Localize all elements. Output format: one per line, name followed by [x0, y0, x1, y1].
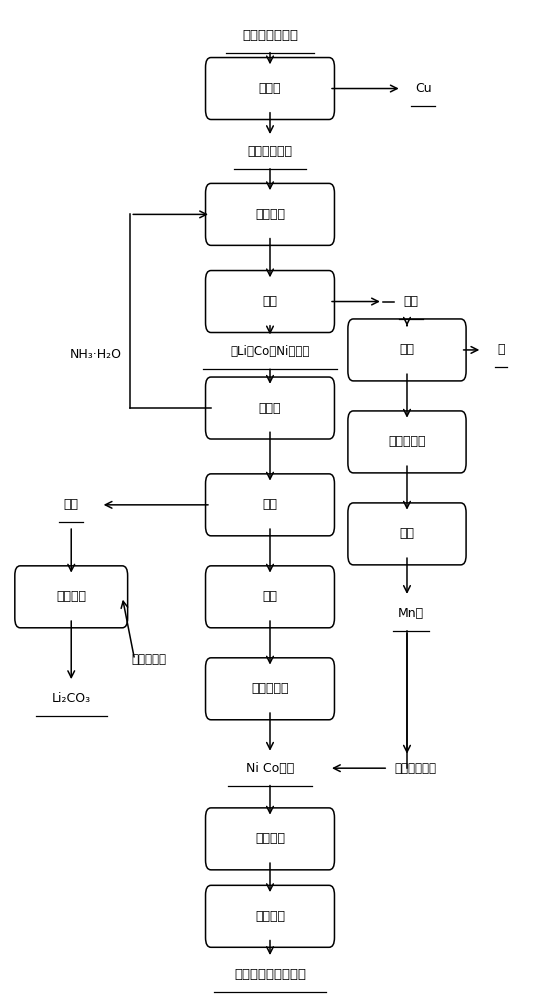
- Text: 滤渣: 滤渣: [262, 590, 278, 603]
- FancyBboxPatch shape: [206, 658, 334, 720]
- Text: Mn盐: Mn盐: [398, 607, 424, 620]
- FancyBboxPatch shape: [206, 271, 334, 333]
- Text: Ni Co溶液: Ni Co溶液: [246, 762, 294, 775]
- FancyBboxPatch shape: [206, 566, 334, 628]
- Text: 还原氨浸: 还原氨浸: [255, 208, 285, 221]
- Text: 预处理: 预处理: [259, 82, 281, 95]
- Text: 正极活性物质前驱体: 正极活性物质前驱体: [234, 968, 306, 981]
- Text: 过滤: 过滤: [262, 295, 278, 308]
- FancyBboxPatch shape: [206, 885, 334, 947]
- Text: 除杂净化: 除杂净化: [56, 590, 86, 603]
- Text: 镍、钴或锰盐: 镍、钴或锰盐: [394, 762, 436, 775]
- FancyBboxPatch shape: [206, 58, 334, 120]
- FancyBboxPatch shape: [206, 474, 334, 536]
- Text: Li₂CO₃: Li₂CO₃: [52, 692, 91, 705]
- FancyBboxPatch shape: [348, 319, 466, 381]
- FancyBboxPatch shape: [206, 377, 334, 439]
- FancyBboxPatch shape: [206, 183, 334, 245]
- Text: 过滤: 过滤: [262, 498, 278, 511]
- Text: 筛分: 筛分: [400, 343, 415, 356]
- FancyBboxPatch shape: [348, 411, 466, 473]
- Text: 酸溶，除杂: 酸溶，除杂: [251, 682, 289, 695]
- FancyBboxPatch shape: [15, 566, 127, 628]
- Text: 黑色固体粉末: 黑色固体粉末: [247, 145, 293, 158]
- Text: 废旧锂离子电池: 废旧锂离子电池: [242, 29, 298, 42]
- Text: 饱和碳酸盐: 饱和碳酸盐: [132, 653, 167, 666]
- Text: 滤液: 滤液: [64, 498, 79, 511]
- Text: 酸浸，除杂: 酸浸，除杂: [388, 435, 426, 448]
- Text: 铝: 铝: [497, 343, 505, 356]
- Text: 滤渣: 滤渣: [404, 295, 419, 308]
- Text: 共沉淀法: 共沉淀法: [255, 910, 285, 923]
- FancyBboxPatch shape: [206, 808, 334, 870]
- Text: 组分调控: 组分调控: [255, 832, 285, 845]
- Text: 结晶: 结晶: [400, 527, 415, 540]
- Text: 氨回收: 氨回收: [259, 402, 281, 415]
- Text: 含Li、Co、Ni浸出液: 含Li、Co、Ni浸出液: [231, 345, 309, 358]
- Text: Cu: Cu: [415, 82, 431, 95]
- FancyBboxPatch shape: [348, 503, 466, 565]
- Text: NH₃·H₂O: NH₃·H₂O: [70, 348, 122, 361]
